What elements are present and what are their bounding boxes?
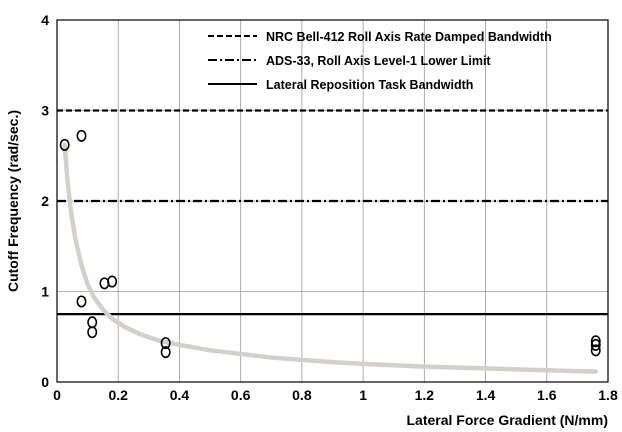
x-tick-label: 0.6 [231, 387, 251, 403]
x-tick-label: 0.2 [108, 387, 128, 403]
y-axis-title: Cutoff Frequency (rad/sec.) [5, 110, 21, 292]
x-tick-label: 0 [53, 387, 61, 403]
y-tick-labels: 0 1 2 3 4 [41, 12, 49, 390]
scatter-point [107, 275, 118, 288]
reference-lines [57, 109, 608, 316]
scatter-point [76, 129, 87, 142]
x-tick-label: 1.2 [415, 387, 435, 403]
x-tick-label: 1.8 [598, 387, 618, 403]
x-tick-label: 1.4 [476, 387, 496, 403]
fit-curve [62, 142, 599, 374]
x-tick-label: 1 [359, 387, 367, 403]
fit-curve-group [62, 142, 599, 374]
x-tick-label: 0.8 [292, 387, 312, 403]
x-tick-label: 0.4 [170, 387, 190, 403]
y-tick-label: 3 [41, 103, 49, 119]
scatter-points [59, 129, 601, 359]
scatter-point [76, 295, 87, 308]
scatter-point [160, 337, 171, 350]
scatter-point [59, 138, 70, 151]
legend-label: Lateral Reposition Task Bandwidth [266, 78, 473, 92]
scatter-point [590, 338, 601, 351]
y-tick-label: 1 [41, 284, 49, 300]
plot-frame [56, 19, 609, 383]
scatter-point [590, 335, 601, 348]
legend-label: NRC Bell-412 Roll Axis Rate Damped Bandw… [266, 30, 552, 44]
y-tick-label: 0 [41, 374, 49, 390]
scatter-point [87, 326, 98, 339]
scatter-point [160, 346, 171, 359]
x-axis-title: Lateral Force Gradient (N/mm) [407, 412, 609, 428]
legend-label: ADS-33, Roll Axis Level-1 Lower Limit [266, 54, 491, 68]
x-tick-label: 1.6 [537, 387, 557, 403]
y-tick-label: 4 [41, 12, 49, 28]
scatter-point [590, 344, 601, 357]
legend: NRC Bell-412 Roll Axis Rate Damped Bandw… [208, 30, 552, 92]
y-tick-label: 2 [41, 193, 49, 209]
x-tick-labels: 0 0.2 0.4 0.6 0.8 1 1.2 1.4 1.6 1.8 [53, 387, 618, 403]
